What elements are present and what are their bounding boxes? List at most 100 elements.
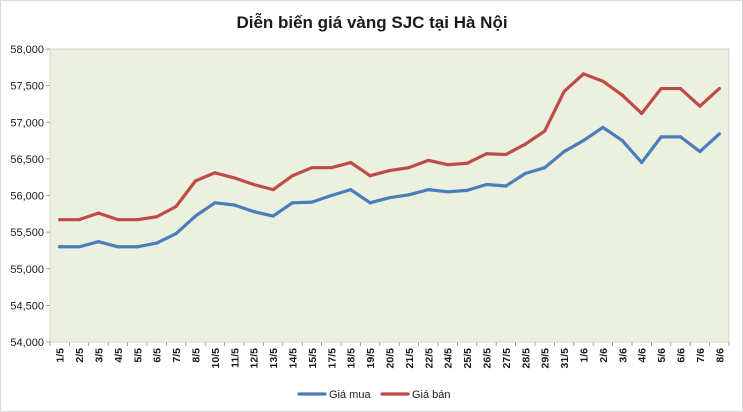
data-point [484,152,489,156]
x-tick-label: 13/5 [268,348,280,369]
x-tick-label: 5/6 [656,348,668,363]
x-tick-label: 19/5 [365,348,377,369]
data-point [96,211,101,215]
x-tick-label: 31/5 [559,348,571,369]
x-tick-label: 29/5 [540,348,552,369]
data-point [174,231,178,236]
y-axis: 54,000 54,500 55,000 55,500 56,000 56,500 57,0… [10,44,50,349]
x-tick-label: 27/5 [501,348,513,369]
data-point [601,79,605,83]
x-tick-label: 26/5 [482,348,494,369]
x-tick-label: 28/5 [520,348,532,369]
data-point [387,196,392,200]
data-point [465,161,469,165]
data-point [601,125,605,129]
data-point [310,166,314,170]
data-point [387,168,392,173]
x-tick-label: 15/5 [307,348,319,369]
data-point [213,171,217,175]
data-point [659,135,663,139]
data-point [620,138,624,143]
y-tick-label: 58,000 [10,44,44,56]
data-point [678,135,683,139]
data-point [504,184,508,188]
x-tick-label: 3/6 [617,348,629,363]
x-tick-label: 6/5 [152,348,164,363]
data-point [349,188,353,192]
data-point [543,166,547,170]
data-point [271,188,275,192]
y-tick-label: 56,000 [10,191,44,203]
data-point [407,193,411,197]
data-point [290,201,295,205]
data-point [96,240,101,244]
data-point [329,193,333,198]
x-tick-label: 4/6 [637,348,649,363]
data-point [232,203,236,207]
x-tick-label: 20/5 [385,348,397,369]
x-tick-label: 14/5 [288,348,300,369]
data-point [543,129,547,133]
x-tick-label: 2/6 [598,348,610,363]
data-point [426,188,430,192]
data-point [717,132,721,136]
data-point [58,218,62,222]
data-point [116,218,120,222]
data-point [717,86,721,91]
data-point [523,142,527,146]
data-point [232,176,236,180]
plot-area [49,48,730,343]
x-tick-label: 5/5 [132,348,144,363]
y-tick-label: 55,000 [10,264,44,276]
data-point [562,89,566,94]
x-tick-label: 12/5 [249,348,261,369]
data-point [290,174,295,178]
y-tick-label: 55,500 [10,227,44,239]
x-tick-label: 7/5 [171,348,183,363]
x-tick-label: 17/5 [326,348,338,369]
legend-label: Giá mua [329,389,371,401]
y-tick-label: 54,000 [10,337,44,349]
x-tick-label: 18/5 [346,348,358,369]
data-point [581,138,586,143]
x-tick-label: 3/5 [94,348,106,363]
series-layer [58,72,721,249]
data-point [368,174,372,178]
data-point [271,214,275,218]
y-tick-label: 57,500 [10,81,44,93]
data-point [446,190,450,194]
x-tick-label: 10/5 [210,348,222,369]
x-tick-label: 11/5 [229,348,241,368]
data-point [407,166,411,170]
x-axis: 1/5 2/5 3/5 4/5 5/5 6/5 7/5 8/5 10/5 11/5 12/5 13/5… [49,342,730,369]
x-tick-label: 1/6 [579,348,591,363]
x-tick-label: 25/5 [462,348,474,369]
y-tick-label: 54,500 [10,300,44,312]
data-point [174,204,178,209]
x-tick-label: 22/5 [423,348,435,369]
data-point [581,72,586,76]
series-gia-ban [58,72,721,222]
data-point [659,86,663,91]
data-point [135,218,139,222]
x-tick-label: 21/5 [404,348,416,369]
x-tick-label: 6/6 [676,348,688,363]
legend: Giá mua Giá bán [297,389,451,401]
data-point [698,149,702,154]
x-tick-label: 8/5 [191,348,203,363]
data-point [698,104,702,108]
data-point [504,152,508,157]
x-tick-label: 2/5 [74,348,86,363]
data-point [368,201,372,205]
legend-label: Giá bán [412,389,451,401]
data-point [155,241,159,245]
data-point [620,93,624,97]
data-point [640,111,644,116]
data-point [155,215,159,219]
data-point [213,201,217,205]
x-tick-label: 4/5 [113,348,125,363]
x-tick-label: 1/5 [55,348,67,363]
data-point [252,182,256,187]
